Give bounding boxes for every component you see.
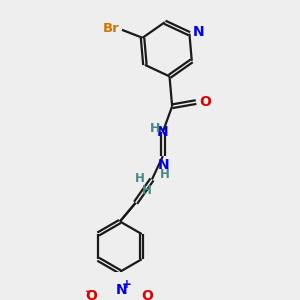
- Text: H: H: [142, 184, 152, 196]
- Text: Br: Br: [103, 22, 120, 35]
- Text: N: N: [157, 125, 169, 139]
- Text: N: N: [158, 158, 169, 172]
- Text: O: O: [141, 289, 153, 300]
- Text: H: H: [160, 168, 170, 181]
- Text: N: N: [193, 25, 205, 39]
- Text: H: H: [150, 122, 160, 135]
- Text: H: H: [135, 172, 145, 184]
- Text: +: +: [121, 278, 131, 292]
- Text: O: O: [200, 95, 211, 109]
- Text: N: N: [115, 283, 127, 296]
- Text: O: O: [85, 289, 97, 300]
- Text: −: −: [85, 285, 94, 298]
